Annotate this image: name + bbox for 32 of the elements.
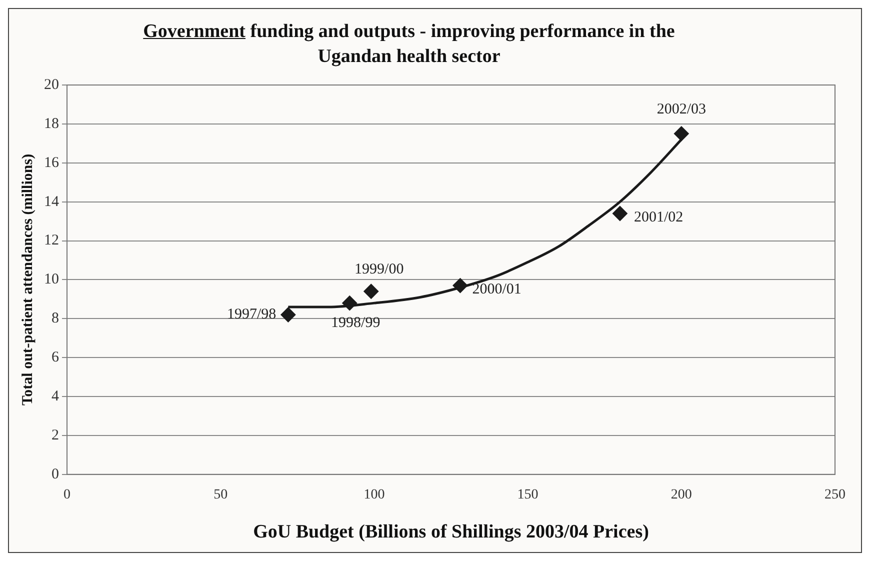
- x-tick-label: 0: [64, 487, 70, 502]
- x-tick-label: 200: [670, 487, 692, 502]
- y-tick-label: 12: [44, 232, 59, 249]
- point: [364, 284, 379, 299]
- annotation: 2001/02: [634, 209, 684, 226]
- x-axis-title: GoU Budget (Billions of Shillings 2003/04 Prices): [253, 522, 649, 543]
- x-tick-label: 50: [214, 487, 228, 502]
- y-tick-label: 18: [44, 116, 59, 132]
- annotation: 2000/01: [472, 281, 522, 298]
- x-tick-label: 100: [364, 487, 385, 502]
- y-tick-label: 8: [52, 310, 59, 327]
- annotation: 2002/03: [656, 102, 706, 118]
- y-tick-label: 14: [44, 194, 60, 210]
- y-tick-label: 20: [44, 76, 59, 93]
- chart-title: Government funding and outputs - improving performance in the Ugandan health sector: [142, 20, 676, 69]
- point: [280, 307, 296, 322]
- annotation: 1999/00: [354, 261, 404, 278]
- x-tick-label: 250: [824, 487, 846, 502]
- y-tick-label: 0: [52, 466, 59, 482]
- annotation: 1997/98: [227, 306, 276, 323]
- point: [342, 296, 358, 311]
- point: [674, 126, 689, 142]
- y-axis-title: Total out-patient attendances (millions): [20, 154, 36, 406]
- point: [452, 278, 468, 294]
- annotation: 1998/99: [331, 315, 380, 331]
- y-tick-label: 10: [44, 272, 59, 288]
- y-tick-label: 16: [44, 154, 60, 171]
- y-tick-label: 4: [52, 388, 60, 404]
- x-tick-label: 150: [517, 487, 538, 502]
- y-tick-label: 2: [52, 427, 59, 444]
- point: [612, 206, 628, 221]
- y-tick-label: 6: [52, 350, 60, 366]
